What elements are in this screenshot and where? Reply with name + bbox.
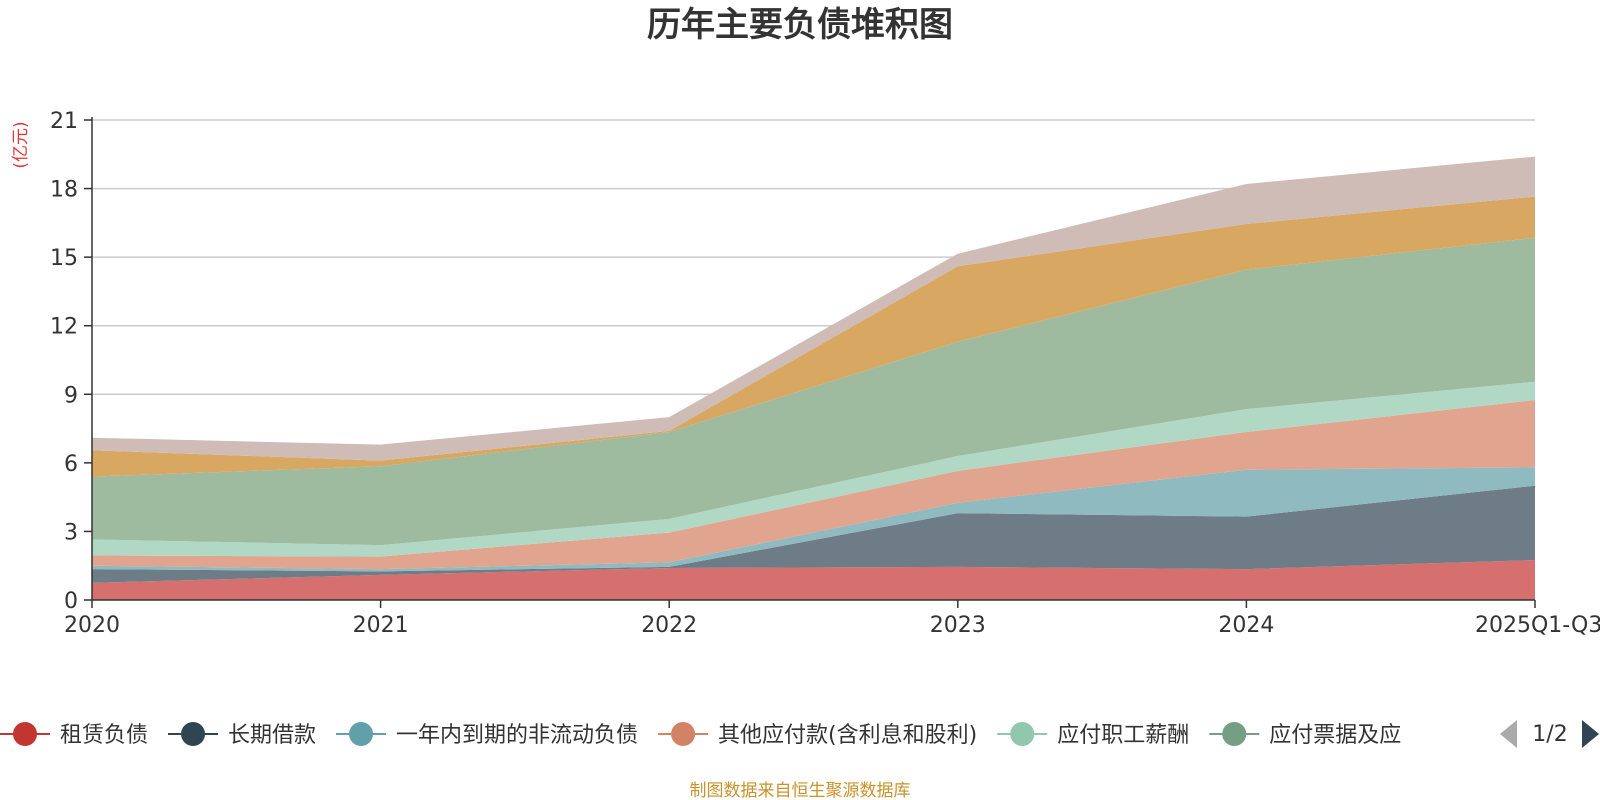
legend-label: 其他应付款(含利息和股利) (718, 723, 977, 748)
area-series-3 (92, 400, 1535, 570)
legend-item-2[interactable]: 一年内到期的非流动负债 (336, 722, 638, 748)
legend-marker-icon (13, 722, 37, 746)
chart-title: 历年主要负债堆积图 (647, 5, 953, 45)
area-series-4 (92, 381, 1535, 557)
y-tick-label: 18 (50, 178, 78, 203)
y-tick-label: 21 (50, 109, 78, 134)
legend-next-page-icon[interactable] (1582, 720, 1599, 748)
y-axis-unit: (亿元) (11, 121, 31, 168)
data-source-note: 制图数据来自恒生聚源数据库 (690, 781, 911, 800)
x-tick-label: 2021 (353, 613, 409, 638)
x-tick-label: 2023 (930, 613, 986, 638)
y-tick-label: 15 (50, 246, 78, 271)
y-tick-label: 9 (64, 383, 78, 408)
area-series-0 (92, 560, 1535, 600)
y-tick-label: 12 (50, 315, 78, 340)
legend-label: 长期借款 (228, 723, 316, 748)
series-areas (92, 156, 1535, 600)
x-tick-label: 2024 (1218, 613, 1274, 638)
legend-marker-icon (671, 722, 696, 746)
legend-marker-icon (181, 722, 206, 746)
legend-item-1[interactable]: 长期借款 (168, 722, 316, 748)
legend: 租赁负债 长期借款 一年内到期的非流动负债 其他应付款(含利息和股利) 应付职工薪酬 应付… (0, 722, 1401, 748)
y-tick-label: 0 (64, 589, 78, 614)
y-tick-label: 6 (64, 452, 78, 477)
legend-page-indicator: 1/2 (1532, 722, 1567, 747)
area-series-2 (92, 467, 1535, 572)
legend-marker-icon (1222, 722, 1247, 746)
area-series-7 (92, 156, 1535, 461)
legend-item-0[interactable]: 租赁负债 (0, 722, 148, 748)
x-tick-label: 2020 (64, 613, 120, 638)
legend-marker-icon (349, 722, 374, 746)
area-series-5 (92, 237, 1535, 546)
area-series-6 (92, 196, 1535, 477)
legend-prev-page-icon[interactable] (1500, 720, 1517, 748)
y-tick-label: 3 (64, 520, 78, 545)
legend-label: 一年内到期的非流动负债 (396, 723, 638, 748)
x-tick-label: 2022 (641, 613, 697, 638)
legend-item-3[interactable]: 其他应付款(含利息和股利) (658, 722, 977, 748)
legend-label: 租赁负债 (60, 723, 148, 748)
legend-marker-icon (1010, 722, 1035, 746)
legend-item-5[interactable]: 应付票据及应 (1209, 722, 1401, 748)
axes: 0 3 6 9 12 15 18 21 2020 2021 2022 2023 2024 2025Q1-Q… (50, 109, 1600, 638)
area-series-1 (92, 485, 1535, 583)
legend-label: 应付职工薪酬 (1057, 723, 1189, 748)
x-tick-label: 2025Q1-Q3 (1475, 613, 1600, 638)
legend-pager: 1/2 (1500, 720, 1599, 748)
legend-label: 应付票据及应 (1269, 723, 1401, 748)
legend-item-4[interactable]: 应付职工薪酬 (997, 722, 1189, 748)
